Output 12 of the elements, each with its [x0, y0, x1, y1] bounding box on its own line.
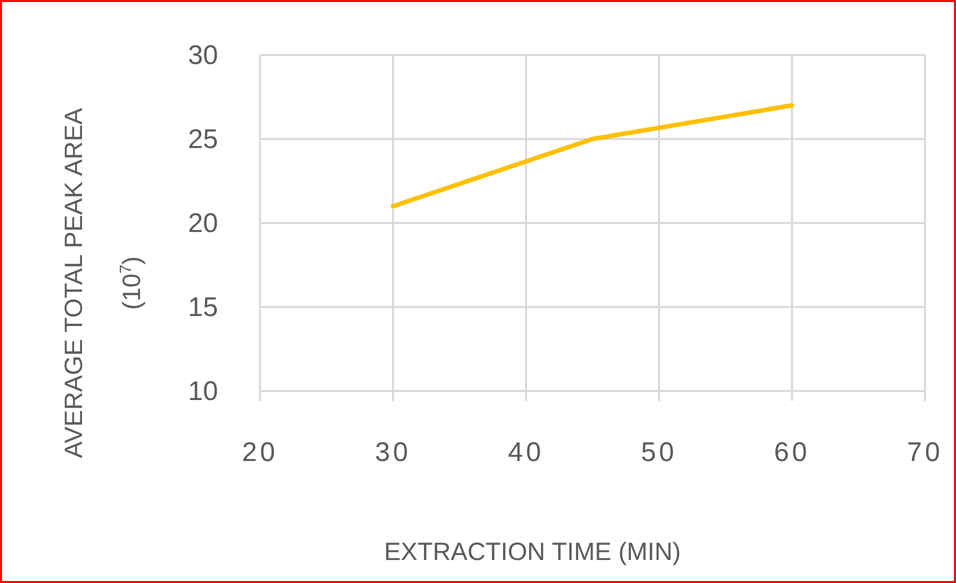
x-tick-label: 50	[640, 437, 678, 467]
y-tick-label: 30	[188, 40, 218, 70]
x-tick-label: 30	[374, 437, 412, 467]
x-axis-title: EXTRACTION TIME (MIN)	[384, 538, 681, 566]
y-tick-label: 25	[188, 124, 218, 154]
y-tick-label: 10	[188, 376, 218, 406]
x-tick-label: 40	[508, 437, 544, 467]
x-tick-label: 20	[242, 437, 278, 467]
x-tick-label: 60	[774, 437, 810, 467]
y-tick-label: 20	[188, 208, 218, 238]
x-tick-label: 70	[906, 437, 944, 467]
y-tick-label: 15	[188, 292, 218, 322]
